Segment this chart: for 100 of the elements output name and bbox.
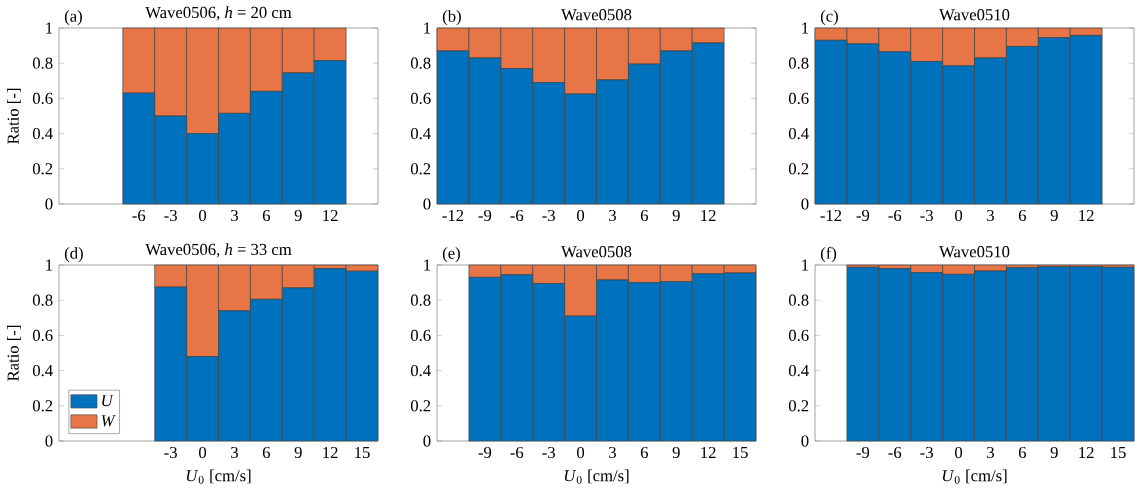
- x-tick-label: 0: [955, 209, 963, 222]
- x-tick-label: 6: [1018, 446, 1027, 459]
- y-tick-label: 0: [45, 198, 53, 210]
- x-tick-label: 3: [231, 446, 238, 459]
- y-tick-label: 1: [46, 22, 53, 34]
- legend-label: W: [101, 415, 116, 427]
- x-tick-label: -9: [478, 446, 492, 459]
- y-tick-label: 0: [801, 198, 809, 210]
- x-tick-label: -3: [542, 446, 555, 459]
- x-tick-label: -9: [856, 209, 870, 222]
- y-tick-label: 0.4: [788, 364, 809, 377]
- y-tick-label: 0.8: [410, 294, 431, 306]
- y-tick-label: 0.2: [410, 163, 431, 175]
- y-tick-label: 0.2: [32, 163, 53, 175]
- y-tick-label: 0: [45, 435, 53, 447]
- chart-title: Wave0508: [561, 246, 632, 258]
- y-tick-label: 0.2: [788, 400, 809, 412]
- chart-title: Wave0506, h = 20 cm: [145, 6, 292, 21]
- x-tick-label: -9: [478, 209, 492, 222]
- x-axis-title: U$_{0}$ [cm/s]: [186, 469, 251, 484]
- x-tick-label: 12: [1079, 446, 1094, 458]
- x-tick-label: 15: [733, 446, 748, 459]
- x-tick-label: -3: [164, 209, 177, 222]
- x-tick-label: 9: [1050, 446, 1058, 459]
- x-tick-label: 9: [672, 209, 680, 222]
- x-tick-label: 9: [1050, 209, 1058, 222]
- x-tick-label: 0: [199, 446, 207, 459]
- x-tick-label: 0: [199, 209, 207, 222]
- x-tick-label: 6: [262, 446, 271, 459]
- y-tick-label: 1: [424, 22, 431, 34]
- x-tick-label: 12: [1079, 209, 1094, 221]
- x-tick-label: -12: [442, 209, 464, 221]
- x-tick-label: 6: [262, 209, 271, 222]
- x-tick-label: 9: [294, 209, 302, 222]
- x-tick-label: -6: [888, 446, 902, 459]
- x-tick-label: -3: [920, 209, 933, 222]
- x-tick-label: -3: [920, 446, 933, 459]
- y-tick-label: 0.6: [410, 92, 431, 105]
- x-tick-label: -3: [542, 209, 555, 222]
- text: (f): [820, 246, 837, 263]
- y-tick-label: 0.6: [32, 329, 53, 342]
- legend-label: U: [102, 395, 114, 407]
- x-tick-label: -9: [856, 446, 870, 459]
- y-tick-label: 0.2: [788, 163, 809, 175]
- y-tick-label: 1: [46, 259, 53, 271]
- y-tick-label: 0: [423, 435, 431, 447]
- x-tick-label: 3: [609, 446, 616, 459]
- x-tick-label: -12: [820, 209, 842, 221]
- y-tick-label: 0.2: [32, 400, 53, 412]
- x-tick-label: 6: [640, 209, 649, 222]
- x-tick-label: -3: [164, 446, 177, 459]
- x-tick-label: 9: [294, 446, 302, 459]
- x-tick-label: 12: [323, 446, 338, 458]
- y-tick-label: 0.8: [410, 57, 431, 69]
- x-tick-label: 3: [609, 209, 616, 222]
- text: (a): [64, 9, 82, 26]
- text: (b): [442, 9, 461, 26]
- x-axis-title: U$_{0}$ [cm/s]: [942, 469, 1007, 484]
- y-tick-label: 0.4: [788, 127, 809, 140]
- text: (c): [820, 9, 838, 26]
- x-tick-label: 9: [672, 446, 680, 459]
- y-tick-label: 0: [423, 198, 431, 210]
- y-tick-label: 1: [424, 259, 431, 271]
- y-tick-label: 0: [801, 435, 809, 447]
- y-tick-label: 0.8: [788, 294, 809, 306]
- x-tick-label: 15: [355, 446, 370, 459]
- y-axis-title: Ratio [-]: [7, 88, 21, 144]
- y-tick-label: 1: [802, 259, 809, 271]
- chart-title: Wave0506, h = 33 cm: [145, 243, 292, 258]
- chart-title: Wave0510: [939, 246, 1010, 258]
- text: (d): [64, 247, 83, 263]
- x-tick-label: 12: [701, 446, 716, 458]
- x-tick-label: 15: [1111, 446, 1126, 459]
- y-tick-label: 0.4: [410, 364, 431, 377]
- x-tick-label: 12: [701, 209, 716, 221]
- x-tick-label: -6: [510, 209, 524, 222]
- y-tick-label: 0.6: [788, 92, 809, 105]
- y-axis-title: Ratio [-]: [7, 325, 21, 381]
- y-tick-label: 0.6: [410, 329, 431, 342]
- y-tick-label: 0.4: [32, 127, 53, 140]
- x-tick-label: -6: [510, 446, 524, 459]
- y-tick-label: 1: [802, 22, 809, 34]
- x-tick-label: 3: [231, 209, 238, 222]
- y-tick-label: 0.4: [410, 127, 431, 140]
- y-tick-label: 0.2: [410, 400, 431, 412]
- y-tick-label: 0.8: [32, 294, 53, 306]
- x-tick-label: -6: [888, 209, 902, 222]
- x-tick-label: 0: [577, 446, 585, 459]
- y-tick-label: 0.8: [788, 57, 809, 69]
- x-tick-label: 3: [987, 209, 994, 222]
- x-tick-label: 6: [640, 446, 649, 459]
- x-tick-label: 0: [955, 446, 963, 459]
- x-tick-label: 6: [1018, 209, 1027, 222]
- y-tick-label: 0.8: [32, 57, 53, 69]
- x-tick-label: 0: [577, 209, 585, 222]
- y-tick-label: 0.6: [788, 329, 809, 342]
- x-tick-label: 12: [323, 209, 338, 221]
- y-tick-label: 0.4: [32, 364, 53, 377]
- text: (e): [442, 247, 460, 263]
- x-axis-title: U$_{0}$ [cm/s]: [564, 469, 629, 484]
